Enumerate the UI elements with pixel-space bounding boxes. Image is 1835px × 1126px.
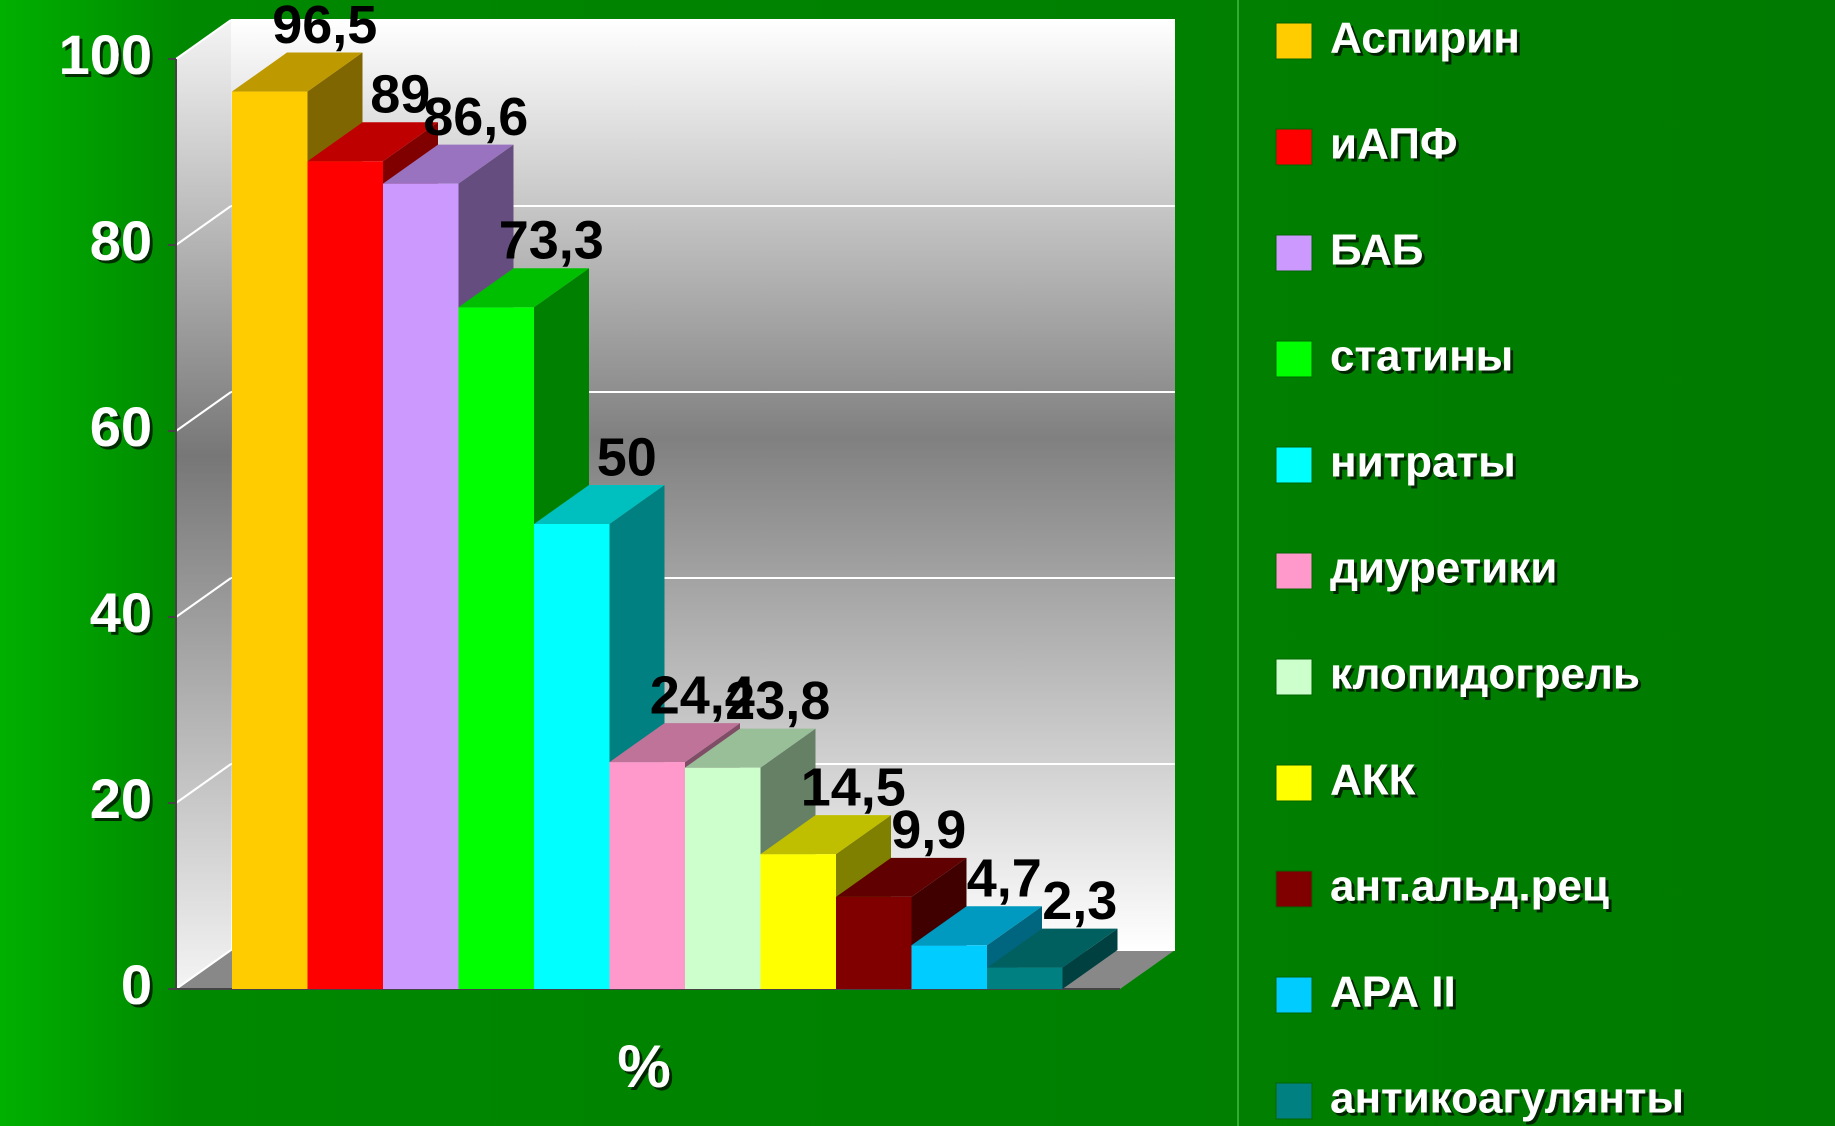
bar [836, 896, 912, 989]
y-tick-label: 0 [121, 953, 152, 1016]
grid-line [175, 205, 232, 246]
data-label: 24,4 [650, 665, 755, 725]
bar-top [685, 728, 816, 768]
legend-label: нитраты [1330, 438, 1516, 487]
grid-line [175, 949, 232, 990]
grid-line [175, 577, 232, 618]
data-label: 23,8 [725, 671, 830, 731]
data-label: 14,5 [801, 757, 906, 817]
bar-top [911, 906, 1042, 946]
grid-line [175, 763, 232, 804]
bar-top [836, 857, 967, 897]
legend-swatch [1275, 340, 1313, 378]
legend-label: антикоагулянты [1330, 1074, 1684, 1123]
legend-label: диуретики [1330, 544, 1557, 593]
bar-top [534, 485, 665, 524]
legend-swatch [1275, 552, 1313, 590]
y-tick-label: 40 [90, 581, 152, 644]
data-label: 73,3 [499, 211, 604, 271]
data-label: 4,7 [967, 849, 1042, 909]
bar-top [987, 928, 1118, 968]
legend-swatch [1275, 870, 1313, 908]
data-label: 9,9 [891, 800, 966, 860]
y-tick-label: 80 [90, 209, 152, 272]
legend-label: БАБ [1330, 226, 1423, 275]
y-tick-label: 20 [90, 767, 152, 830]
bar [307, 161, 383, 990]
legend-label: АКК [1330, 756, 1416, 805]
data-label: 86,6 [423, 87, 528, 147]
bar [609, 762, 685, 989]
grid-line [175, 391, 232, 432]
legend-swatch [1275, 1082, 1313, 1120]
bar-top [383, 144, 514, 184]
y-tick-label: 60 [90, 395, 152, 458]
x-axis-label: % [617, 1033, 670, 1100]
legend-label: клопидогрель [1330, 650, 1640, 699]
bar [685, 767, 761, 989]
bar [232, 91, 308, 990]
legend-label: иАПФ [1330, 120, 1457, 169]
legend-label: Аспирин [1330, 14, 1520, 63]
legend-swatch [1275, 22, 1313, 60]
legend-label: ант.альд.рец [1330, 862, 1609, 911]
side-wall [176, 20, 231, 989]
legend-label: статины [1330, 332, 1513, 381]
legend-swatch [1275, 128, 1313, 166]
bar [987, 967, 1063, 989]
legend-swatch [1275, 446, 1313, 484]
grid-line [175, 19, 232, 60]
bar-top [760, 815, 891, 855]
legend-swatch [1275, 658, 1313, 696]
legend-swatch [1275, 764, 1313, 802]
data-label: 50 [597, 427, 657, 487]
bar-top [307, 122, 438, 162]
bar-top [609, 723, 740, 763]
bar-top [232, 52, 363, 92]
legend-swatch [1275, 976, 1313, 1014]
data-label: 2,3 [1042, 871, 1117, 931]
legend-label: АРА II [1330, 968, 1456, 1017]
bar [911, 945, 987, 989]
bar [458, 307, 534, 989]
legend-swatch [1275, 234, 1313, 272]
bar [383, 183, 459, 989]
bar [534, 524, 610, 989]
data-label: 89 [370, 65, 430, 125]
bar-side [1062, 928, 1118, 989]
bar [760, 854, 836, 989]
bar-top [458, 268, 589, 308]
data-label: 96,5 [272, 0, 377, 55]
y-tick-label: 100 [59, 23, 152, 86]
